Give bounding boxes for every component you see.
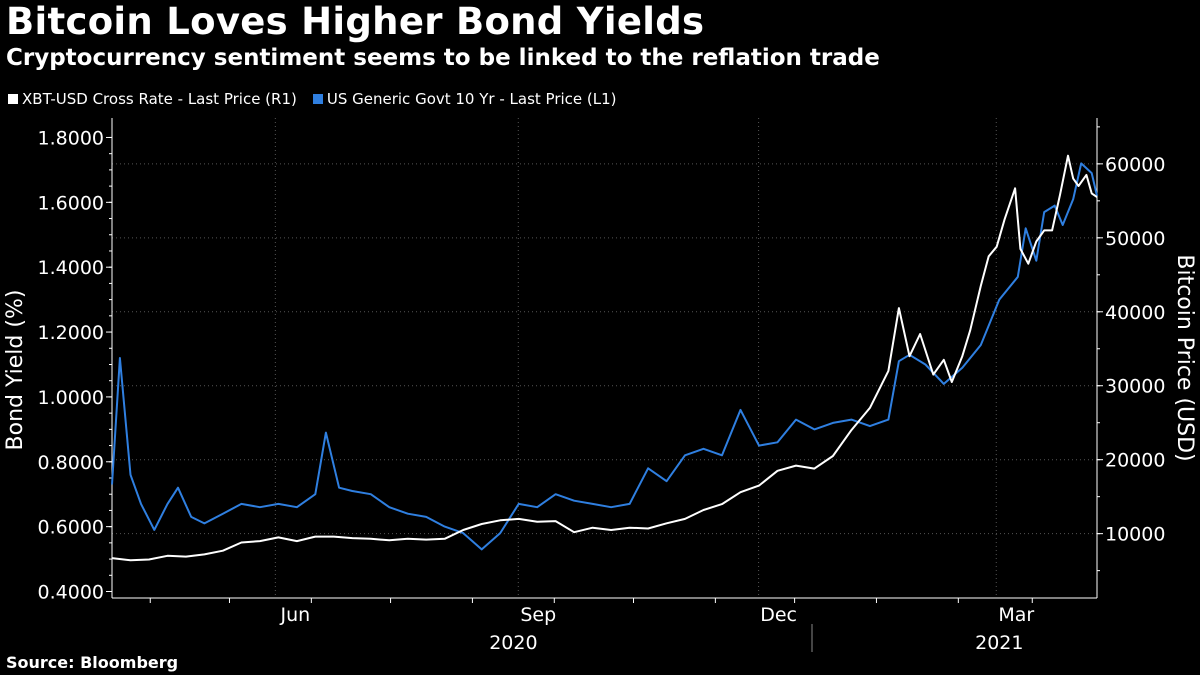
year-label: 2021 bbox=[975, 632, 1023, 654]
left-tick-label: 1.2000 bbox=[38, 322, 104, 344]
bond-yield-line bbox=[111, 162, 1098, 551]
x-tick-label: Sep bbox=[520, 604, 556, 626]
left-tick-label: 0.8000 bbox=[38, 452, 104, 474]
legend-item-bitcoin: XBT-USD Cross Rate - Last Price (R1) bbox=[8, 90, 297, 108]
legend-label-bitcoin: XBT-USD Cross Rate - Last Price (R1) bbox=[22, 90, 297, 108]
left-tick-label: 0.4000 bbox=[38, 582, 104, 604]
x-tick-label: Mar bbox=[998, 604, 1034, 626]
x-tick-label: Jun bbox=[279, 604, 310, 626]
right-tick-label: 50000 bbox=[1105, 228, 1165, 250]
chart-title: Bitcoin Loves Higher Bond Yields bbox=[6, 0, 705, 43]
legend: XBT-USD Cross Rate - Last Price (R1) US … bbox=[8, 90, 617, 108]
left-tick-label: 1.4000 bbox=[38, 257, 104, 279]
right-tick-label: 60000 bbox=[1105, 154, 1165, 176]
left-tick-label: 0.6000 bbox=[38, 517, 104, 539]
left-tick-label: 1.6000 bbox=[38, 192, 104, 214]
year-label: 2020 bbox=[489, 632, 537, 654]
left-axis-title: Bond Yield (%) bbox=[3, 290, 28, 451]
right-tick-label: 40000 bbox=[1105, 302, 1165, 324]
right-axis-title: Bitcoin Price (USD) bbox=[1172, 254, 1197, 461]
right-tick-label: 30000 bbox=[1105, 376, 1165, 398]
left-tick-label: 1.8000 bbox=[38, 127, 104, 149]
x-tick-label: Dec bbox=[760, 604, 797, 626]
bitcoin-price-line bbox=[111, 154, 1098, 562]
legend-label-bond: US Generic Govt 10 Yr - Last Price (L1) bbox=[326, 90, 617, 108]
legend-item-bond: US Generic Govt 10 Yr - Last Price (L1) bbox=[312, 90, 617, 108]
right-tick-label: 20000 bbox=[1105, 450, 1165, 472]
left-tick-label: 1.0000 bbox=[38, 387, 104, 409]
legend-swatch-bitcoin bbox=[8, 94, 18, 104]
right-tick-label: 10000 bbox=[1105, 524, 1165, 546]
source-note: Source: Bloomberg bbox=[6, 653, 179, 672]
chart-subtitle: Cryptocurrency sentiment seems to be lin… bbox=[6, 45, 880, 71]
legend-swatch-bond bbox=[312, 94, 323, 104]
